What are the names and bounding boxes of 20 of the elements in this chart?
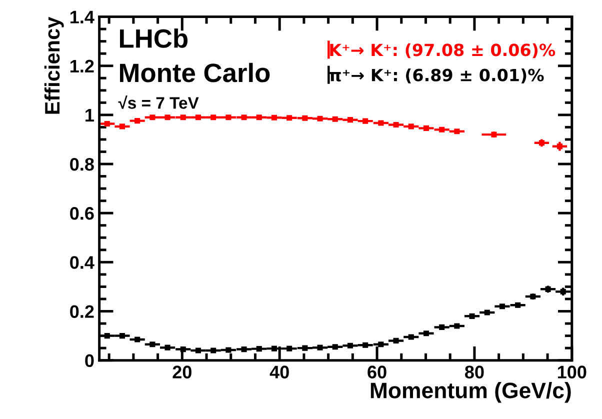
- y-tick-label: 0.4: [70, 256, 94, 269]
- y-tick-label: 0.6: [70, 207, 94, 220]
- annotation: Monte Carlo: [120, 62, 270, 82]
- x-tick-label: 100: [558, 366, 586, 378]
- annotation: LHCb: [120, 28, 188, 48]
- y-tick-label: 0: [85, 354, 94, 368]
- y-axis-title: Efficiency: [44, 16, 64, 114]
- y-tick-label: 0.8: [70, 158, 94, 171]
- y-tick-label: 1.4: [70, 10, 94, 24]
- y-tick-label: 1.2: [70, 60, 94, 72]
- y-tick-label: 1: [86, 109, 94, 122]
- x-tick-label: 20: [172, 366, 192, 378]
- annotation: √s = 7 TeV: [118, 96, 199, 109]
- legend-label: π⁺→ K⁺: (6.89 ± 0.01)%: [329, 68, 544, 84]
- x-tick-label: 80: [464, 366, 484, 378]
- y-tick-label: 0.2: [70, 305, 94, 318]
- legend-label: K⁺→ K⁺: (97.08 ± 0.06)%: [330, 43, 556, 58]
- x-tick-label: 60: [368, 366, 386, 378]
- x-axis-title: Momentum (GeV/c): [370, 382, 571, 403]
- x-tick-label: 40: [270, 366, 289, 378]
